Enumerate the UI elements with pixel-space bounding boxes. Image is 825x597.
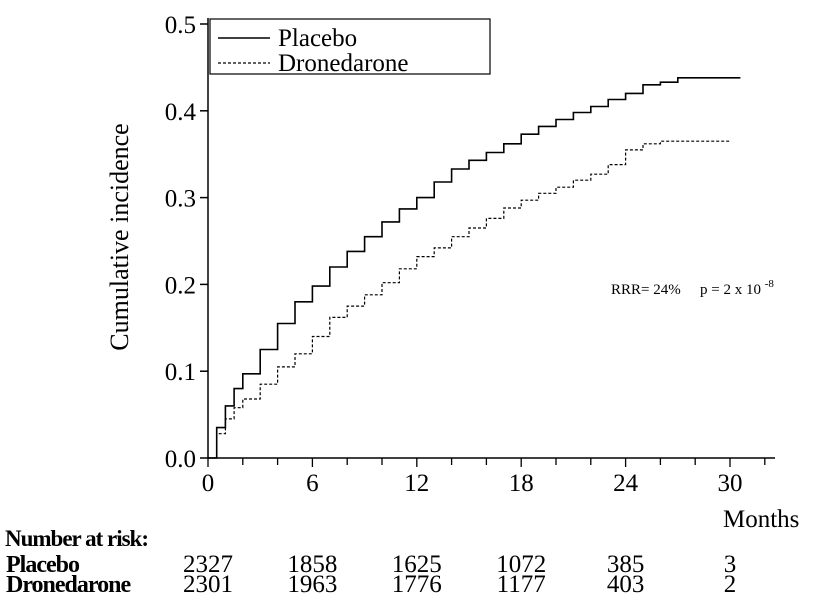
risk-value: 1776: [392, 571, 442, 597]
risk-value: 2: [724, 571, 737, 597]
x-tick-label: 12: [404, 470, 429, 497]
legend-label-placebo: Placebo: [278, 25, 357, 52]
y-tick-label: 0.3: [165, 186, 196, 213]
y-tick-label: 0.2: [165, 272, 196, 299]
x-tick-label: 0: [202, 470, 215, 497]
risk-value: 1177: [497, 571, 546, 597]
risk-value: 1625: [392, 551, 442, 578]
risk-row-label: Placebo: [6, 552, 80, 578]
x-tick-label: 30: [718, 470, 743, 497]
y-tick-label: 0.4: [165, 99, 197, 126]
risk-value: 403: [607, 571, 645, 597]
y-axis-label: Cumulative incidence: [105, 123, 134, 350]
series-lines: [208, 77, 741, 459]
risk-value: 2327: [183, 551, 233, 578]
risk-value: 1858: [287, 551, 337, 578]
series-line-placebo: [208, 77, 741, 459]
y-tick-label: 0.1: [165, 359, 196, 386]
y-tick-label: 0.5: [165, 12, 196, 39]
plot-area: 0.0 0.1 0.2 0.3 0.4 0.5 0 6 12 18 24 30: [165, 12, 775, 497]
legend: Placebo Dronedarone: [209, 18, 491, 77]
risk-row-label: Dronedarone: [6, 572, 131, 597]
risk-table-rows: Placebo 2327 1858 1625 1072 385 3 Dronedarone 23…: [6, 551, 736, 597]
y-tick-label: 0.0: [165, 446, 196, 473]
y-ticks: 0.0 0.1 0.2 0.3 0.4 0.5: [165, 12, 208, 473]
risk-value: 385: [607, 551, 645, 578]
legend-box: [209, 18, 491, 75]
legend-label-dronedarone: Dronedarone: [278, 50, 409, 77]
x-tick-label: 18: [509, 470, 534, 497]
x-tick-label: 24: [613, 470, 639, 497]
p-value-exponent: -8: [765, 278, 775, 290]
risk-value: 2301: [183, 571, 233, 597]
x-ticks: 0 6 12 18 24 30: [202, 458, 766, 497]
risk-table: Number at risk: Placebo 2327 1858 1625 1072 3…: [5, 526, 736, 597]
x-tick-label: 6: [306, 470, 319, 497]
p-value-annotation: p = 2 x 10 -8: [700, 278, 774, 298]
risk-value: 1963: [287, 571, 337, 597]
risk-value: 1072: [496, 551, 546, 578]
x-axis-label: Months: [723, 506, 799, 533]
risk-value: 3: [724, 551, 737, 578]
rrr-text: RRR= 24%: [611, 282, 681, 298]
p-value-text: p = 2 x 10: [700, 282, 761, 298]
risk-table-heading: Number at risk:: [5, 526, 148, 551]
rrr-annotation: RRR= 24%: [611, 282, 681, 298]
series-line-dronedarone: [208, 140, 730, 459]
